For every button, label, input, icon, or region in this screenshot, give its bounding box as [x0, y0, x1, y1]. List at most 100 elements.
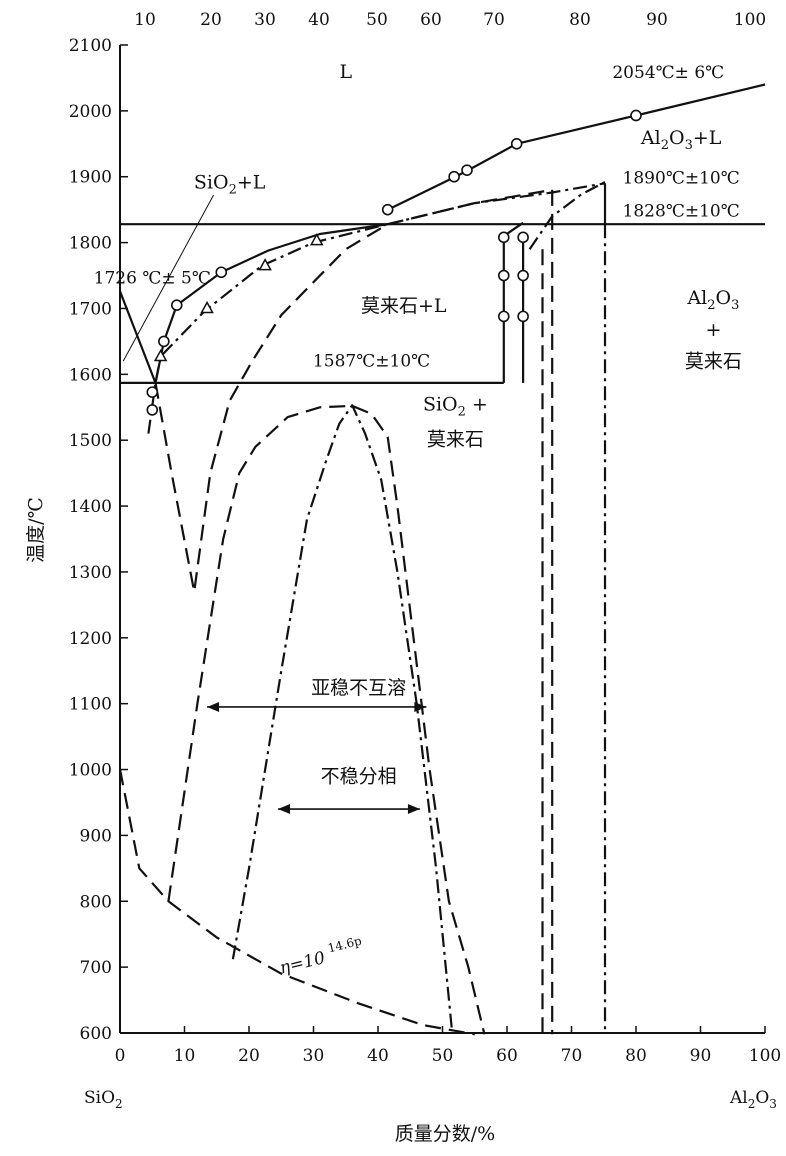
- arrow-head-right: [414, 701, 427, 712]
- x-tick-label-bottom: 10: [174, 1046, 196, 1066]
- region-label: Al2O3+L: [640, 127, 722, 153]
- circle-marker: [517, 310, 529, 323]
- phase-boundary-dashed: [154, 223, 389, 593]
- y-tick-label: 1000: [69, 761, 112, 781]
- x-tick-label-top: 30: [254, 10, 276, 30]
- data-markers: [146, 109, 642, 416]
- circle-marker: [517, 231, 529, 244]
- region-label: 莫来石: [427, 428, 484, 450]
- phase-boundary-solid: [118, 290, 157, 384]
- arrow-head-left: [207, 701, 220, 712]
- y-tick-label: 1500: [69, 431, 112, 451]
- region-labels: L Al2O3+L SiO2+L 莫来石+L Al2O3 + 莫来石 SiO2 + 莫来石亚稳不…: [194, 61, 742, 788]
- x-tick-label-top: 70: [483, 10, 505, 30]
- temperature-annotation: 1828℃±10℃: [623, 201, 740, 221]
- x-tick-label-top: 50: [366, 10, 388, 30]
- x-tick-labels-top: 10 20 30 40 50 60 70 80 90 100: [134, 10, 766, 30]
- x-tick-label-top: 40: [308, 10, 330, 30]
- circle-marker: [158, 335, 170, 348]
- x-tick-label-top: 80: [569, 10, 591, 30]
- triangle-marker: [200, 300, 214, 314]
- y-tick-label: 2100: [69, 36, 112, 56]
- circle-marker: [146, 386, 159, 398]
- x-tick-label-bottom: 50: [432, 1046, 454, 1066]
- phase-boundary-curves: [118, 83, 766, 1036]
- region-label: 不稳分相: [321, 766, 397, 788]
- x-tick-label-bottom: 30: [303, 1046, 325, 1066]
- phase-boundary-dash-dot: [147, 223, 388, 434]
- y-tick-label: 1200: [69, 629, 112, 649]
- circle-marker: [146, 404, 159, 416]
- region-label: +: [705, 319, 721, 341]
- circle-marker: [381, 203, 394, 216]
- temperature-annotation: 2054℃± 6℃: [612, 63, 724, 83]
- x-tick-label-bottom: 0: [115, 1046, 126, 1066]
- triangle-marker: [258, 258, 272, 271]
- arrow-head-left: [278, 804, 291, 815]
- label-leader-line: [122, 194, 214, 362]
- y-tick-label: 1400: [69, 497, 112, 517]
- axes-frame: [119, 44, 766, 1034]
- x-tick-label-bottom: 70: [561, 1046, 583, 1066]
- y-tick-label: 600: [80, 1024, 112, 1044]
- y-tick-label: 700: [80, 958, 112, 978]
- viscosity-label-main: η=10: [278, 948, 328, 979]
- x-tick-label-bottom: 80: [625, 1046, 647, 1066]
- circle-marker: [497, 310, 510, 323]
- y-tick-labels: 600 700 800 900 1000 1100 1200 1300 1400 1500 1600…: [69, 36, 112, 1044]
- region-label: SiO2+L: [194, 172, 266, 198]
- phase-boundary-dash-dot: [528, 181, 606, 250]
- circle-marker: [215, 266, 228, 279]
- phase-boundary-dashed: [118, 769, 475, 1036]
- region-label: Al2O3: [686, 287, 739, 313]
- x-tick-label-bottom: 90: [690, 1046, 712, 1066]
- y-tick-label: 1600: [69, 365, 112, 385]
- circle-marker: [497, 231, 510, 244]
- phase-boundary-dashed: [387, 188, 553, 226]
- circle-marker: [448, 170, 460, 183]
- y-tick-label: 2000: [69, 102, 112, 122]
- y-axis-title: 温度/℃: [25, 497, 47, 563]
- region-label: 亚稳不互溶: [311, 677, 406, 699]
- y-tick-label: 1700: [69, 299, 112, 319]
- triangle-marker: [309, 233, 324, 246]
- region-label: 莫来石+L: [361, 295, 447, 317]
- phase-boundary-dash-dot: [387, 182, 606, 226]
- x-tick-label-bottom: 100: [749, 1046, 781, 1066]
- x-tick-labels-bottom: 0 10 20 30 40 50 60 70 80 90 100: [115, 1046, 782, 1066]
- x-tick-label-bottom: 20: [238, 1046, 260, 1066]
- circle-marker: [630, 109, 642, 122]
- circle-marker: [510, 138, 523, 150]
- temperature-annotation: 1726 ℃± 5℃: [94, 268, 211, 288]
- y-tick-label: 900: [80, 826, 112, 846]
- circle-marker: [517, 269, 529, 282]
- x-tick-label-top: 20: [200, 10, 222, 30]
- x-axis-title: 质量分数/%: [395, 1123, 495, 1145]
- arrow-head-right: [407, 804, 420, 815]
- circle-marker: [497, 269, 510, 282]
- region-label: 莫来石: [685, 351, 742, 373]
- region-label: SiO2 +: [423, 394, 488, 420]
- x-tick-label-top: 10: [134, 10, 156, 30]
- x-tick-label-top: 90: [646, 10, 668, 30]
- y-tick-label: 1900: [69, 168, 112, 188]
- y-tick-label: 800: [80, 892, 112, 912]
- x-end-label-right: Al2O3: [729, 1088, 777, 1111]
- temperature-annotations: 2054℃± 6℃ 1890℃±10℃ 1828℃±10℃ 1726 ℃± 5℃ 158…: [94, 63, 740, 371]
- phase-boundary-solid: [387, 83, 766, 211]
- circle-marker: [461, 164, 473, 176]
- x-tick-label-bottom: 60: [496, 1046, 518, 1066]
- circle-marker: [170, 299, 183, 311]
- x-tick-label-top: 60: [420, 10, 442, 30]
- temperature-annotation: 1587℃±10℃: [313, 351, 430, 371]
- temperature-annotation: 1890℃±10℃: [623, 168, 740, 188]
- x-tick-label-top: 100: [734, 10, 766, 30]
- y-tick-label: 1300: [69, 563, 112, 583]
- x-end-label-left: SiO2: [84, 1088, 123, 1111]
- region-label: L: [339, 61, 352, 83]
- y-tick-label: 1100: [69, 695, 112, 715]
- triangle-marker: [153, 348, 168, 362]
- viscosity-label-exponent: 14.6p: [326, 933, 363, 955]
